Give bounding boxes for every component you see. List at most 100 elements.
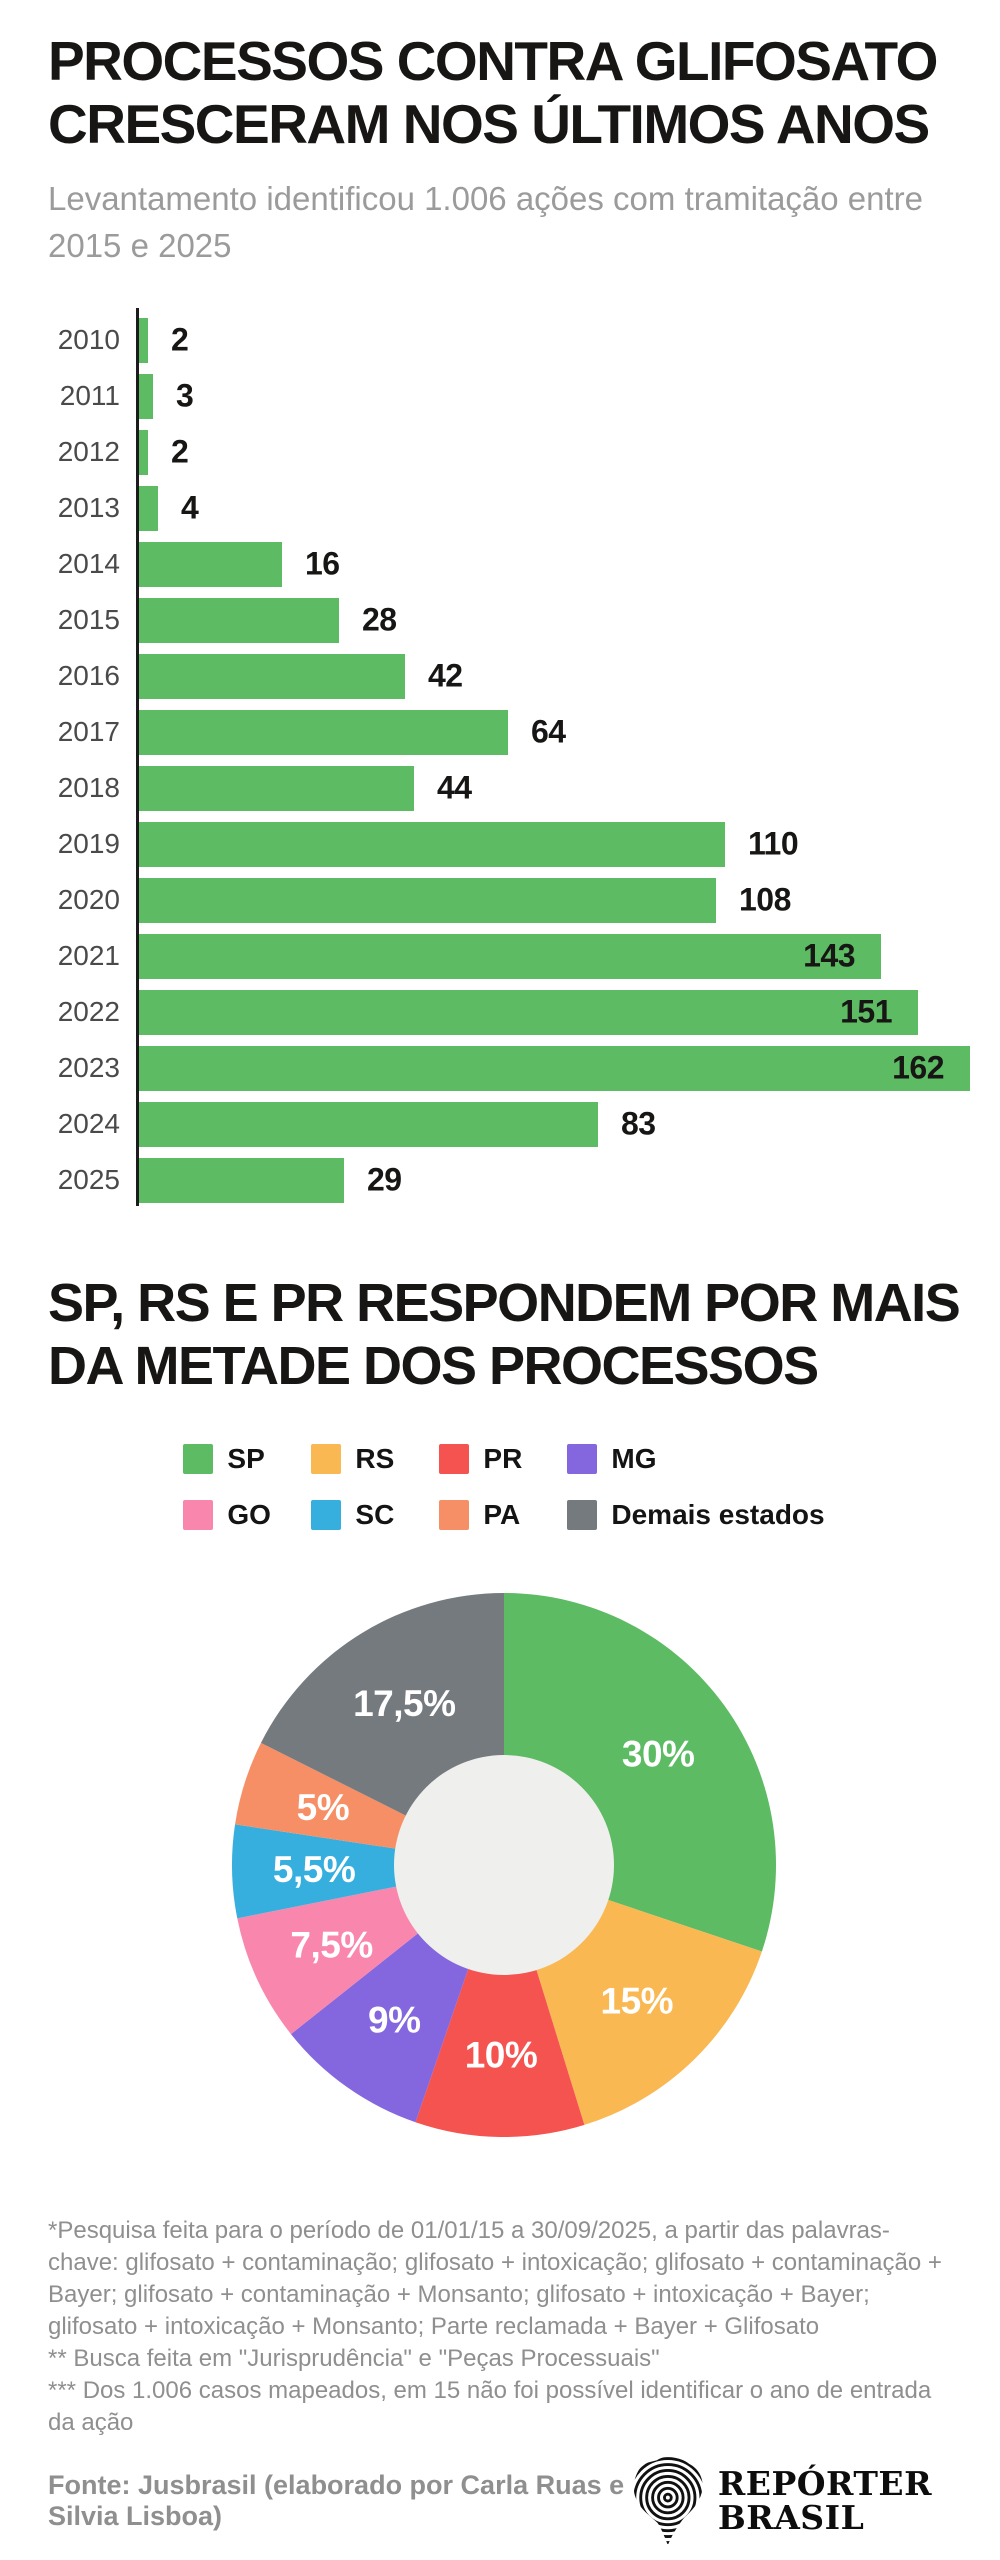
bar <box>139 1045 970 1091</box>
legend-label: GO <box>227 1499 271 1531</box>
bar-track: 28 <box>139 592 960 648</box>
bar-track: 162 <box>139 1040 970 1096</box>
bar-row: 2018 44 <box>48 760 960 816</box>
bar-track: 3 <box>139 368 960 424</box>
legend-item-demais-estados: Demais estados <box>567 1499 825 1531</box>
year-label: 2025 <box>57 1164 120 1196</box>
year-label: 2019 <box>57 828 120 860</box>
bar-value-label: 42 <box>428 657 463 694</box>
year-label: 2010 <box>57 324 120 356</box>
year-label: 2020 <box>57 884 120 916</box>
bar-track: 42 <box>139 648 960 704</box>
bar-value-label: 44 <box>437 769 472 806</box>
legend-item-rs: RS <box>311 1443 439 1475</box>
legend-label: PR <box>483 1443 523 1475</box>
bar <box>139 709 508 755</box>
donut-svg: 30% 15% 10% 9% 7,5% 5,5% 5% 17,5% <box>231 1593 777 2138</box>
legend-swatch <box>567 1500 598 1531</box>
bar-track: 83 <box>139 1096 960 1152</box>
bar-value-label: 151 <box>840 993 892 1030</box>
legend-label: SP <box>227 1443 265 1475</box>
legend-item-sc: SC <box>311 1499 439 1531</box>
bar-track: 2 <box>139 312 960 368</box>
bar-value-label: 4 <box>181 489 199 526</box>
bar-row: 2022 151 <box>48 984 960 1040</box>
pie-legend: SP RS PR MG GO SC PA Demais estados <box>183 1443 825 1531</box>
donut-value-label: 15% <box>601 1981 674 2022</box>
footnote-3: *** Dos 1.006 casos mapeados, em 15 não … <box>48 2376 932 2436</box>
donut-slice-pr <box>415 1865 585 2138</box>
legend-swatch <box>439 1500 470 1531</box>
bar <box>139 877 716 923</box>
legend-swatch <box>183 1444 214 1475</box>
bar-value-label: 110 <box>748 825 799 862</box>
bar-value-label: 64 <box>531 713 566 750</box>
footnote-2: ** Busca feita em "Jurisprudência" e "Pe… <box>48 2345 660 2373</box>
bar <box>139 317 148 363</box>
bar-track: 151 <box>139 984 960 1040</box>
bar-track: 64 <box>139 704 960 760</box>
legend-item-pa: PA <box>439 1499 567 1531</box>
bar-row: 2019 110 <box>48 816 960 872</box>
bar-row: 2015 28 <box>48 592 960 648</box>
bar-value-label: 162 <box>892 1049 944 1086</box>
legend-label: RS <box>355 1443 395 1475</box>
bar-row: 2010 2 <box>48 312 960 368</box>
donut-value-label: 9% <box>368 2000 420 2041</box>
legend-swatch <box>311 1444 342 1475</box>
year-label: 2013 <box>57 492 120 524</box>
bar <box>139 933 881 979</box>
bar-track: 29 <box>139 1152 960 1208</box>
bar-chart: 2010 2 2011 3 2012 2 2013 4 2014 16 2015 28 2016 42 20… <box>48 308 970 1208</box>
bar <box>139 485 158 531</box>
footnote-1: *Pesquisa feita para o período de 01/01/… <box>48 2217 942 2341</box>
year-label: 2024 <box>57 1108 120 1140</box>
source-row: Fonte: Jusbrasil (elaborado por Carla Ru… <box>48 2455 960 2547</box>
reporter-brasil-logo: Repórter Brasil <box>628 2455 932 2547</box>
bar-row: 2020 108 <box>48 872 960 928</box>
year-label: 2022 <box>57 996 120 1028</box>
bar-value-label: 3 <box>176 377 194 414</box>
bar-row: 2021 143 <box>48 928 960 984</box>
bar-value-label: 16 <box>305 545 340 582</box>
bar <box>139 653 405 699</box>
donut-hole <box>394 1755 614 1976</box>
bar-track: 143 <box>139 928 960 984</box>
header: PROCESSOS CONTRA GLIFOSATO CRESCERAM NOS … <box>48 30 960 270</box>
bar <box>139 989 918 1035</box>
bar-value-label: 2 <box>171 433 189 470</box>
title-line-2: CRESCERAM NOS ÚLTIMOS ANOS <box>48 93 930 156</box>
footnotes: *Pesquisa feita para o período de 01/01/… <box>48 2215 960 2438</box>
legend-swatch <box>311 1500 342 1531</box>
y-axis-line <box>136 308 139 1207</box>
bar <box>139 429 148 475</box>
bar-row: 2025 29 <box>48 1152 960 1208</box>
bar <box>139 541 282 587</box>
donut-value-label: 17,5% <box>353 1683 455 1724</box>
logo-line-1: Repórter <box>717 2464 932 2504</box>
subtitle: Levantamento identificou 1.006 ações com… <box>48 179 924 265</box>
year-label: 2017 <box>57 716 120 748</box>
bar-value-label: 28 <box>362 601 397 638</box>
logo-line-2: Brasil <box>717 2497 865 2537</box>
bar-track: 2 <box>139 424 960 480</box>
bar-row: 2014 16 <box>48 536 960 592</box>
bar-row: 2013 4 <box>48 480 960 536</box>
legend-swatch <box>567 1444 598 1475</box>
legend-label: MG <box>611 1443 657 1475</box>
legend-item-mg: MG <box>567 1443 824 1475</box>
bar-track: 16 <box>139 536 960 592</box>
bar-row: 2016 42 <box>48 648 960 704</box>
bar-row: 2023 162 <box>48 1040 970 1096</box>
legend-item-sp: SP <box>183 1443 311 1475</box>
legend-item-pr: PR <box>439 1443 567 1475</box>
bar-track: 108 <box>139 872 960 928</box>
legend-label: SC <box>355 1499 395 1531</box>
donut-value-label: 7,5% <box>290 1925 372 1966</box>
year-label: 2023 <box>57 1052 120 1084</box>
bar <box>139 1101 598 1147</box>
year-label: 2016 <box>57 660 120 692</box>
bar-row: 2017 64 <box>48 704 960 760</box>
bar-value-label: 29 <box>367 1161 402 1198</box>
